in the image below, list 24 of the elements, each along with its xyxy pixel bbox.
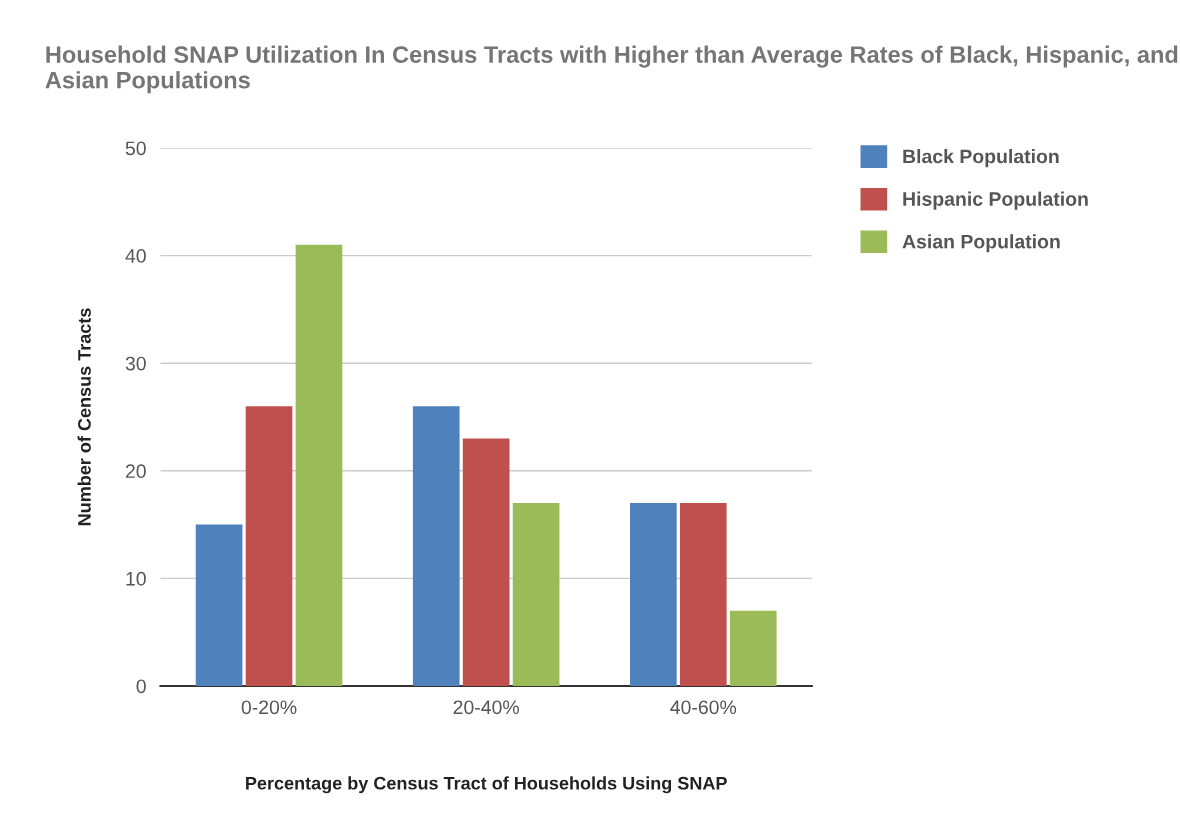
y-tick-label: 10 xyxy=(126,571,146,586)
bar xyxy=(462,438,510,686)
bar xyxy=(245,406,293,686)
legend-label: Hispanic Population xyxy=(903,191,1088,210)
bar xyxy=(512,503,560,686)
x-axis-title: Percentage by Census Tract of Households Using SNAP xyxy=(246,776,727,794)
bar xyxy=(630,503,677,686)
bar xyxy=(729,610,777,686)
y-tick-label: 40 xyxy=(125,249,146,263)
y-tick-label: 50 xyxy=(125,141,146,156)
bar xyxy=(412,406,460,686)
legend-label: Black Population xyxy=(903,149,1059,168)
bar xyxy=(679,503,727,686)
y-axis-title: Number of Census Tracts xyxy=(77,308,91,526)
y-tick-label: 0 xyxy=(136,679,146,694)
x-tick-label: 40-60% xyxy=(670,700,737,715)
x-tick-label: 0-20% xyxy=(241,700,297,715)
y-tick-label: 20 xyxy=(125,464,146,479)
chart-title: Household SNAP Utilization In Census Tracts with Higher than Average Rates of Black, Hispanic, and Asian Populations xyxy=(45,45,1178,94)
bar xyxy=(295,244,343,686)
legend-label: Asian Population xyxy=(902,234,1060,253)
bar xyxy=(195,524,243,686)
x-tick-label: 20-40% xyxy=(453,700,519,715)
y-tick-label: 30 xyxy=(125,356,146,371)
